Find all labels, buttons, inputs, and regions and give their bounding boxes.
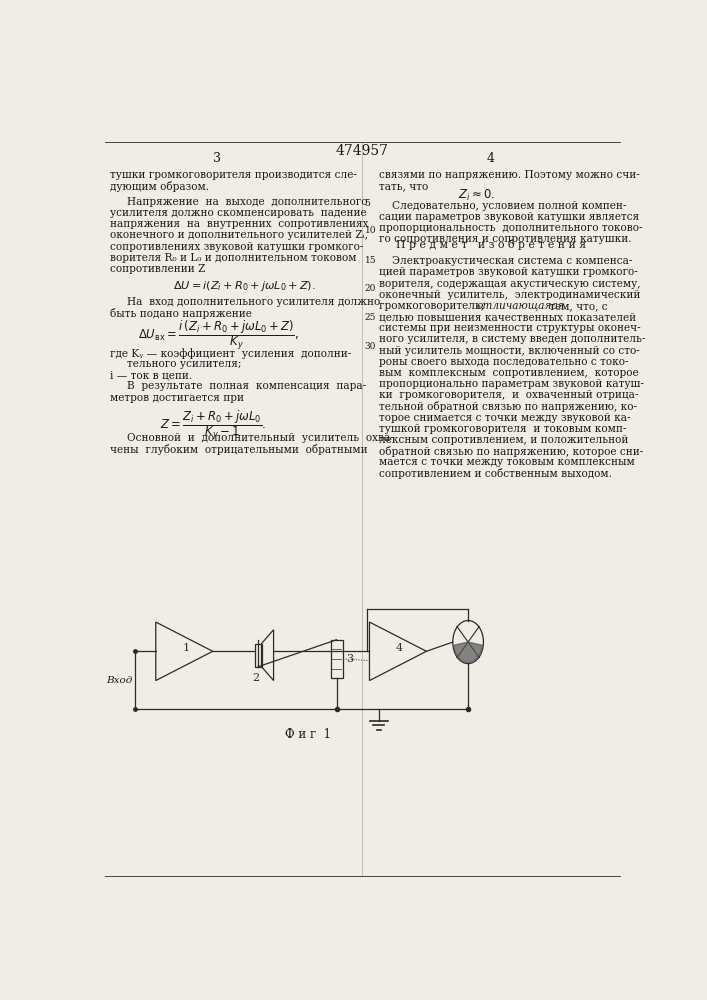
Text: ки  громкоговорителя,  и  охваченный отрица-: ки громкоговорителя, и охваченный отрица… <box>379 390 638 400</box>
Text: П р е д м е т   и з о б р е т е н и я: П р е д м е т и з о б р е т е н и я <box>396 239 586 250</box>
Text: сопротивлении Z: сопротивлении Z <box>110 264 206 274</box>
Text: ного усилителя, в систему введен дополнитель-: ного усилителя, в систему введен дополни… <box>379 334 645 344</box>
Text: 5: 5 <box>365 199 370 208</box>
Text: лексным сопротивлением, и положительной: лексным сопротивлением, и положительной <box>379 435 628 445</box>
Text: ворителя R₀ и L₀ и дополнительном токовом: ворителя R₀ и L₀ и дополнительном токово… <box>110 253 357 263</box>
Text: пропорционально параметрам звуковой катуш-: пропорционально параметрам звуковой кату… <box>379 379 643 389</box>
Text: цией параметров звуковой катушки громкого-: цией параметров звуковой катушки громког… <box>379 267 638 277</box>
Text: тельной обратной связью по напряжению, ко-: тельной обратной связью по напряжению, к… <box>379 401 637 412</box>
Text: сации параметров звуковой катушки является: сации параметров звуковой катушки являет… <box>379 212 639 222</box>
Text: 10: 10 <box>365 226 376 235</box>
Text: ный усилитель мощности, включенный со сто-: ный усилитель мощности, включенный со ст… <box>379 346 640 356</box>
Text: громкоговоритель,: громкоговоритель, <box>379 301 487 311</box>
Text: вым  комплексным  сопротивлением,  которое: вым комплексным сопротивлением, которое <box>379 368 638 378</box>
Text: 474957: 474957 <box>336 144 389 158</box>
Text: 4: 4 <box>487 152 495 165</box>
Text: чены  глубоким  отрицательными  обратными: чены глубоким отрицательными обратными <box>110 444 368 455</box>
Text: На  вход дополнительного усилителя должно: На вход дополнительного усилителя должно <box>127 297 380 307</box>
Text: ворителя, содержащая акустическую систему,: ворителя, содержащая акустическую систем… <box>379 279 641 289</box>
Text: напряжения  на  внутренних  сопротивлениях: напряжения на внутренних сопротивлениях <box>110 219 369 229</box>
Text: дующим образом.: дующим образом. <box>110 181 209 192</box>
Text: оконечного и дополнительного усилителей Zᵢ,: оконечного и дополнительного усилителей … <box>110 230 368 240</box>
Text: тать, что: тать, что <box>379 181 428 191</box>
Bar <box>331 640 343 678</box>
Text: сопротивлениях звуковой катушки громкого-: сопротивлениях звуковой катушки громкого… <box>110 242 363 252</box>
Text: тем, что, с: тем, что, с <box>547 301 608 311</box>
Text: системы при неизменности структуры оконеч-: системы при неизменности структуры оконе… <box>379 323 641 333</box>
Text: Основной  и  дополнительный  усилитель  охва-: Основной и дополнительный усилитель охва… <box>127 433 394 443</box>
Text: $\Delta U = i(Z_i + R_0 + j\omega L_0 + Z).$: $\Delta U = i(Z_i + R_0 + j\omega L_0 + … <box>173 279 316 293</box>
Text: i — ток в цепи.: i — ток в цепи. <box>110 370 192 380</box>
Text: 15: 15 <box>365 256 376 265</box>
Text: $Z_i \approx 0.$: $Z_i \approx 0.$ <box>458 188 495 203</box>
Text: $Z = \dfrac{Z_i + R_0 + j\omega L_0}{K_y - 1}.$: $Z = \dfrac{Z_i + R_0 + j\omega L_0}{K_y… <box>160 409 266 442</box>
Text: Электроакустическая система с компенса-: Электроакустическая система с компенса- <box>392 256 633 266</box>
Polygon shape <box>454 642 482 663</box>
Text: быть подано напряжение: быть подано напряжение <box>110 308 252 319</box>
Text: 3: 3 <box>213 152 221 165</box>
Text: где Kᵧ — коэффициент  усиления  дополни-: где Kᵧ — коэффициент усиления дополни- <box>110 348 351 359</box>
Text: торое снимается с точки между звуковой ка-: торое снимается с точки между звуковой к… <box>379 413 630 423</box>
Text: 25: 25 <box>365 313 376 322</box>
Text: Вход: Вход <box>106 676 132 685</box>
Text: связями по напряжению. Поэтому можно счи-: связями по напряжению. Поэтому можно счи… <box>379 170 640 180</box>
Text: В  результате  полная  компенсация  пара-: В результате полная компенсация пара- <box>127 381 366 391</box>
Text: тушки громкоговорителя производится сле-: тушки громкоговорителя производится сле- <box>110 170 357 180</box>
Text: 2: 2 <box>252 673 259 683</box>
Text: 1: 1 <box>182 643 189 653</box>
Text: 30: 30 <box>365 342 376 351</box>
Text: целью повышения качественных показателей: целью повышения качественных показателей <box>379 312 636 322</box>
Text: пропорциональность  дополнительного токово-: пропорциональность дополнительного токов… <box>379 223 642 233</box>
Text: Напряжение  на  выходе  дополнительного: Напряжение на выходе дополнительного <box>127 197 367 207</box>
Text: Ф и г  1: Ф и г 1 <box>284 728 331 741</box>
Text: оконечный  усилитель,  электродинамический: оконечный усилитель, электродинамический <box>379 290 640 300</box>
Text: обратной связью по напряжению, которое сни-: обратной связью по напряжению, которое с… <box>379 446 643 457</box>
Text: 20: 20 <box>365 284 376 293</box>
Text: мается с точки между токовым комплексным: мается с точки между токовым комплексным <box>379 457 634 467</box>
Text: 3: 3 <box>346 654 354 664</box>
Text: 4: 4 <box>396 643 403 653</box>
Text: метров достигается при: метров достигается при <box>110 393 245 403</box>
Text: усилителя должно скомпенсировать  падение: усилителя должно скомпенсировать падение <box>110 208 367 218</box>
Text: отличающаяся: отличающаяся <box>477 301 565 311</box>
Text: го сопротивления и сопротивления катушки.: го сопротивления и сопротивления катушки… <box>379 234 631 244</box>
Text: сопротивлением и собственным выходом.: сопротивлением и собственным выходом. <box>379 468 612 479</box>
Text: роны своего выхода последовательно с токо-: роны своего выхода последовательно с ток… <box>379 357 629 367</box>
Text: Следовательно, условием полной компен-: Следовательно, условием полной компен- <box>392 201 627 211</box>
Text: тушкой громкоговорителя  и токовым комп-: тушкой громкоговорителя и токовым комп- <box>379 424 626 434</box>
Bar <box>255 644 262 667</box>
Text: тельного усилителя;: тельного усилителя; <box>127 359 241 369</box>
Text: $\Delta U_{\text{вх}} = \dfrac{i\,(Z_i + R_0 + j\omega L_0 + Z)}{K_y},$: $\Delta U_{\text{вх}} = \dfrac{i\,(Z_i +… <box>138 319 298 352</box>
